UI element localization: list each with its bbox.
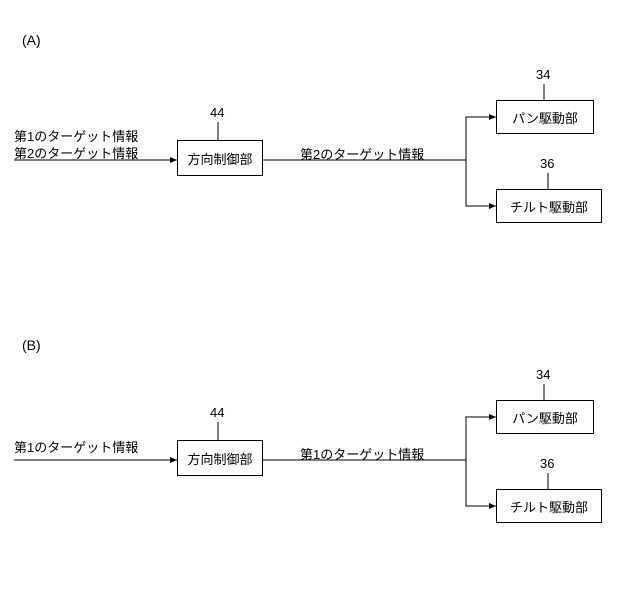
panel-a-center-box: 方向制御部 <box>177 140 263 176</box>
panel-b-top-ref: 34 <box>536 367 550 382</box>
panel-a-top-box: パン駆動部 <box>496 100 594 134</box>
panel-a-center-box-label: 方向制御部 <box>187 149 252 168</box>
panel-a-bottom-box: チルト駆動部 <box>496 189 602 223</box>
panel-b-top-box-label: パン駆動部 <box>512 408 578 427</box>
panel-b-center-ref: 44 <box>210 405 224 420</box>
panel-b-top-box: パン駆動部 <box>496 400 594 434</box>
panel-b-bottom-box-label: チルト駆動部 <box>510 497 588 516</box>
panel-b-input-line1: 第1のターゲット情報 <box>14 437 138 456</box>
panel-a-center-ref: 44 <box>210 105 224 120</box>
panel-b-bottom-ref: 36 <box>540 456 554 471</box>
panel-b-bottom-box: チルト駆動部 <box>496 489 602 523</box>
panel-a-mid-label: 第2のターゲット情報 <box>300 144 424 163</box>
panel-a-top-box-label: パン駆動部 <box>512 108 578 127</box>
panel-a-label: (A) <box>22 32 41 48</box>
panel-a-bottom-ref: 36 <box>540 156 554 171</box>
panel-b-mid-label: 第1のターゲット情報 <box>300 444 424 463</box>
panel-a-top-ref: 34 <box>536 67 550 82</box>
panel-a-bottom-box-label: チルト駆動部 <box>510 197 588 216</box>
panel-b-center-box: 方向制御部 <box>177 440 263 476</box>
panel-a-input-line2: 第2のターゲット情報 <box>14 143 138 162</box>
panel-b-label: (B) <box>22 337 41 353</box>
panel-b-center-box-label: 方向制御部 <box>187 449 252 468</box>
